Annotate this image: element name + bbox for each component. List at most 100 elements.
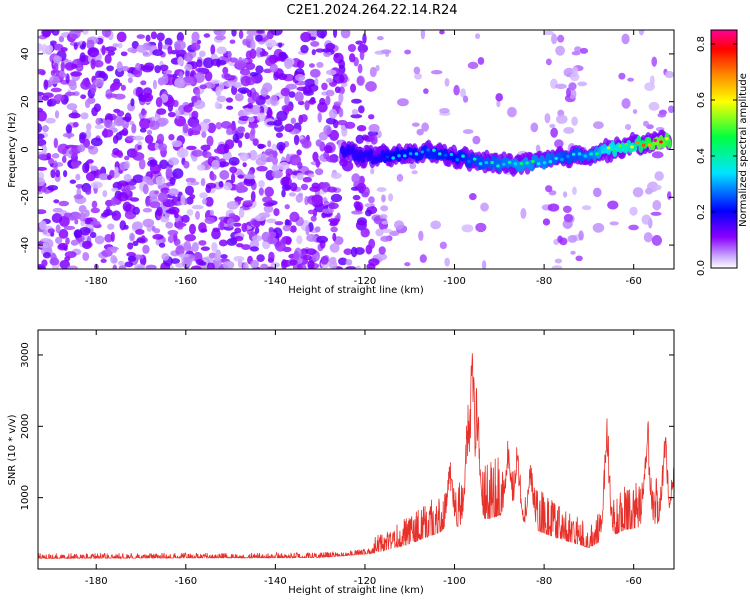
spectrogram-cell (63, 246, 68, 251)
spectrogram-cell (563, 126, 575, 134)
spectrogram-cell (307, 173, 315, 178)
spectrogram-cell (219, 170, 230, 180)
spectrogram-y-ticks: -40 -20 0 20 40 (20, 48, 674, 253)
spectrogram-cell (133, 67, 143, 78)
spectrogram-cell (122, 116, 132, 121)
spectrogram-cell (239, 68, 251, 76)
spectrogram-cell (344, 121, 356, 129)
spectrogram-cell (215, 121, 223, 130)
spectrogram-cell (328, 202, 339, 210)
snr-panel: -180 -160 -140 -120 -100 -80 -60 100020003000 … (7, 329, 675, 596)
snr-y-tick-label: 3000 (20, 342, 31, 367)
spectrogram-cell (117, 192, 129, 202)
spectrogram-cell (271, 164, 279, 172)
spectrogram-cell (144, 134, 154, 144)
spectrogram-cell (118, 264, 127, 269)
spectrogram-cell (202, 151, 212, 159)
signal-track-core (496, 164, 500, 168)
spectrogram-cell (249, 130, 255, 142)
colorbar-tick-label: 0.6 (696, 92, 707, 108)
spectrogram-cell (258, 187, 264, 196)
spectrogram-cell (507, 106, 517, 118)
spectrogram-cell (242, 200, 254, 205)
snr-x-tick-label: -180 (85, 576, 108, 587)
spectrogram-cell (135, 229, 145, 235)
spectrogram-cell (420, 30, 426, 40)
snr-series-line (38, 353, 674, 560)
spectrogram-cell (214, 256, 221, 262)
spectrogram-cell (300, 44, 309, 54)
spectrogram-cell (229, 57, 239, 63)
spectrogram-cell (268, 251, 275, 262)
spectrogram-cell (310, 215, 317, 222)
spectrogram-cell (204, 216, 216, 225)
spectrogram-cell (140, 80, 147, 86)
spectrogram-cell (90, 137, 103, 147)
spectrogram-y-tick-label: 40 (20, 48, 31, 61)
spectrogram-cell (330, 193, 343, 203)
spectrogram-cell (122, 201, 132, 212)
spectrogram-cell (570, 250, 576, 255)
spectrogram-cell (325, 95, 331, 106)
spectrogram-cell (95, 117, 102, 126)
spectrogram-cell (129, 232, 135, 242)
signal-track-core (449, 152, 454, 157)
spectrogram-cell (199, 84, 208, 90)
signal-track-core (432, 148, 436, 152)
spectrogram-cell (78, 212, 87, 222)
spectrogram-cell (338, 92, 344, 104)
spectrogram-cell (91, 107, 98, 117)
spectrogram-cell (229, 166, 238, 174)
signal-track-core (408, 152, 413, 156)
spectrogram-cell (289, 182, 298, 192)
signal-track-core (589, 152, 593, 156)
spectrogram-cell (296, 263, 302, 269)
spectrogram-cell (168, 157, 180, 166)
spectrogram-cell (136, 34, 146, 39)
spectrogram-cell (116, 110, 125, 117)
spectrogram-cell (423, 88, 429, 95)
spectrogram-cell (59, 259, 70, 269)
spectrogram-cell (311, 182, 320, 189)
spectrogram-cell (53, 199, 60, 204)
spectrogram-cell (334, 86, 341, 94)
spectrogram-cell (356, 125, 367, 132)
spectrogram-cell (250, 104, 261, 115)
spectrogram-cell (343, 248, 353, 255)
spectrogram-cell (271, 169, 283, 179)
spectrogram-cell (378, 246, 386, 255)
snr-y-ticks: 1000 2000 3000 (20, 342, 674, 510)
spectrogram-cell (289, 211, 300, 223)
spectrogram-cell (257, 112, 266, 122)
spectrogram-cell (300, 183, 309, 191)
spectrogram-cell (74, 230, 81, 238)
spectrogram-cell (477, 57, 485, 65)
spectrogram-cell (38, 177, 46, 187)
spectrogram-cell (191, 204, 204, 210)
spectrogram-cell (592, 222, 605, 233)
spectrogram-cell (282, 224, 292, 232)
spectrogram-cell (632, 187, 644, 198)
spectrogram-cell (169, 264, 175, 269)
spectrogram-cell (460, 88, 466, 98)
spectrogram-cell (106, 174, 112, 181)
spectrogram-cell (301, 139, 312, 149)
spectrogram-cell (174, 109, 180, 116)
spectrogram-cell (93, 60, 104, 68)
spectrogram-cell (276, 110, 288, 122)
spectrogram-cell (132, 221, 144, 231)
spectrogram-cell (127, 242, 134, 250)
spectrogram-cell (47, 184, 59, 191)
spectrogram-cell (38, 153, 48, 160)
spectrogram-cell (132, 206, 140, 215)
spectrogram-cell (152, 234, 164, 240)
spectrogram-cell (233, 255, 245, 262)
spectrogram-cell (54, 110, 60, 119)
spectrogram-cell (114, 166, 119, 172)
snr-x-tick-label: -60 (626, 576, 642, 587)
spectrogram-cell (627, 77, 634, 82)
spectrogram-cell (55, 236, 63, 245)
spectrogram-cell (272, 150, 278, 159)
spectrogram-cell (581, 205, 592, 211)
spectrogram-cell (117, 42, 123, 49)
